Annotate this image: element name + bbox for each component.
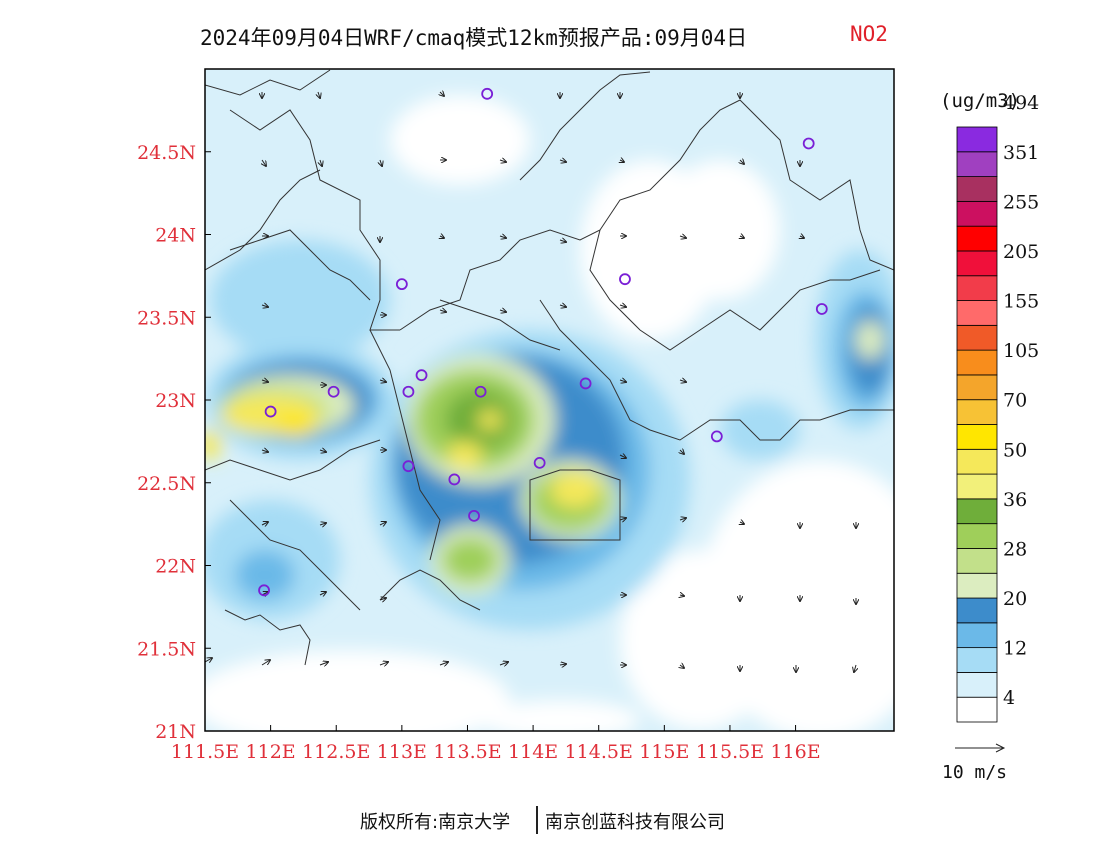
colorbar-swatch [956, 572, 998, 599]
colorbar-swatch [956, 399, 998, 425]
colorbar-label: 70 [1003, 390, 1027, 412]
x-axis: 111.5E 112E 112.5E 113E 113.5E 114E 114.5E 115E… [171, 725, 821, 763]
wind-scale-arrow [955, 743, 1006, 753]
monitoring-stations [258, 87, 828, 597]
colorbar-swatch [956, 672, 998, 698]
x-tick-label: 115E [639, 741, 689, 763]
station-marker [395, 278, 408, 291]
y-tick-label: 23.5N [137, 307, 196, 329]
colorbar-label: 255 [1003, 191, 1039, 213]
colorbar-swatch [956, 324, 998, 351]
x-tick-label: 116E [771, 741, 821, 763]
station-marker [710, 430, 723, 443]
x-tick-label: 114.5E [565, 741, 633, 763]
x-tick-label: 112.5E [302, 741, 370, 763]
y-tick-label: 21N [155, 721, 196, 743]
y-tick-label: 23N [155, 390, 196, 412]
colorbar-swatch [956, 498, 998, 525]
station-marker [402, 460, 415, 473]
colorbar-swatch [956, 597, 998, 624]
colorbar-swatch [956, 176, 998, 202]
colorbar-label: 36 [1003, 489, 1027, 511]
colorbar-label: 155 [1003, 291, 1039, 313]
colorbar-label: 50 [1003, 439, 1027, 461]
station-marker [802, 137, 815, 150]
station-marker [448, 473, 461, 486]
footer-separator [536, 806, 538, 834]
colorbar-label: 105 [1003, 340, 1039, 362]
colorbar-swatch [956, 523, 998, 549]
colorbar-swatch [956, 225, 998, 252]
colorbar: 4 12 20 28 36 50 70 105 155 205 255 351 494 [956, 92, 1039, 723]
y-tick-label: 22.5N [137, 473, 196, 495]
colorbar-swatch [956, 622, 998, 649]
wind-vector-field [205, 92, 856, 672]
station-marker [258, 584, 270, 597]
x-tick-label: 113E [377, 741, 427, 763]
x-tick-label: 115.5E [696, 741, 764, 763]
colorbar-swatch [956, 126, 998, 153]
pollutant-label: NO2 [850, 22, 888, 46]
colorbar-label: 12 [1003, 638, 1027, 660]
y-tick-label: 22N [155, 556, 196, 578]
colorbar-swatch [956, 548, 998, 574]
colorbar-swatch [956, 200, 998, 227]
station-marker [481, 87, 494, 100]
station-marker [474, 385, 487, 398]
station-marker [533, 456, 546, 469]
colorbar-swatch [956, 696, 998, 723]
colorbar-unit-label: (ug/m3) [940, 90, 1021, 112]
wind-scale-label: 10 m/s [942, 762, 1008, 783]
x-tick-label: 111.5E [171, 741, 239, 763]
footer-company: 南京创蓝科技有限公司 [545, 812, 725, 833]
station-marker [468, 509, 480, 522]
boundary-lines [205, 69, 894, 666]
station-marker [415, 369, 428, 382]
colorbar-swatch [956, 448, 998, 475]
colorbar-swatch [956, 424, 998, 450]
colorbar-label: 351 [1003, 142, 1039, 164]
station-marker [815, 303, 828, 315]
colorbar-swatch [956, 151, 998, 177]
y-axis: 21N 21.5N 22N 22.5N 23N 23.5N 24N 24.5N [137, 142, 211, 743]
station-marker [402, 385, 415, 398]
no2-concentration-field [205, 69, 894, 731]
colorbar-swatch [956, 647, 998, 673]
colorbar-label: 494 [1003, 92, 1039, 114]
y-tick-label: 24.5N [137, 142, 196, 164]
colorbar-swatch [956, 275, 998, 301]
y-tick-label: 24N [155, 225, 196, 247]
colorbar-swatch [956, 300, 998, 326]
footer-copyright: 版权所有:南京大学 [360, 812, 511, 833]
x-tick-label: 114E [508, 741, 558, 763]
colorbar-swatch [956, 473, 998, 500]
colorbar-label: 28 [1003, 538, 1027, 560]
colorbar-swatch [956, 374, 998, 401]
station-marker [579, 377, 592, 390]
colorbar-swatch [956, 349, 998, 376]
map-title: 2024年09月04日WRF/cmaq模式12km预报产品:09月04日 [200, 26, 748, 50]
colorbar-swatch [956, 250, 998, 277]
x-tick-label: 113.5E [433, 741, 501, 763]
y-tick-label: 21.5N [137, 638, 196, 660]
colorbar-label: 20 [1003, 588, 1027, 610]
station-marker [619, 273, 631, 286]
colorbar-label: 4 [1003, 687, 1015, 709]
colorbar-label: 205 [1003, 241, 1039, 263]
x-tick-label: 112E [246, 741, 296, 763]
station-marker [327, 385, 340, 398]
station-marker [264, 405, 277, 418]
